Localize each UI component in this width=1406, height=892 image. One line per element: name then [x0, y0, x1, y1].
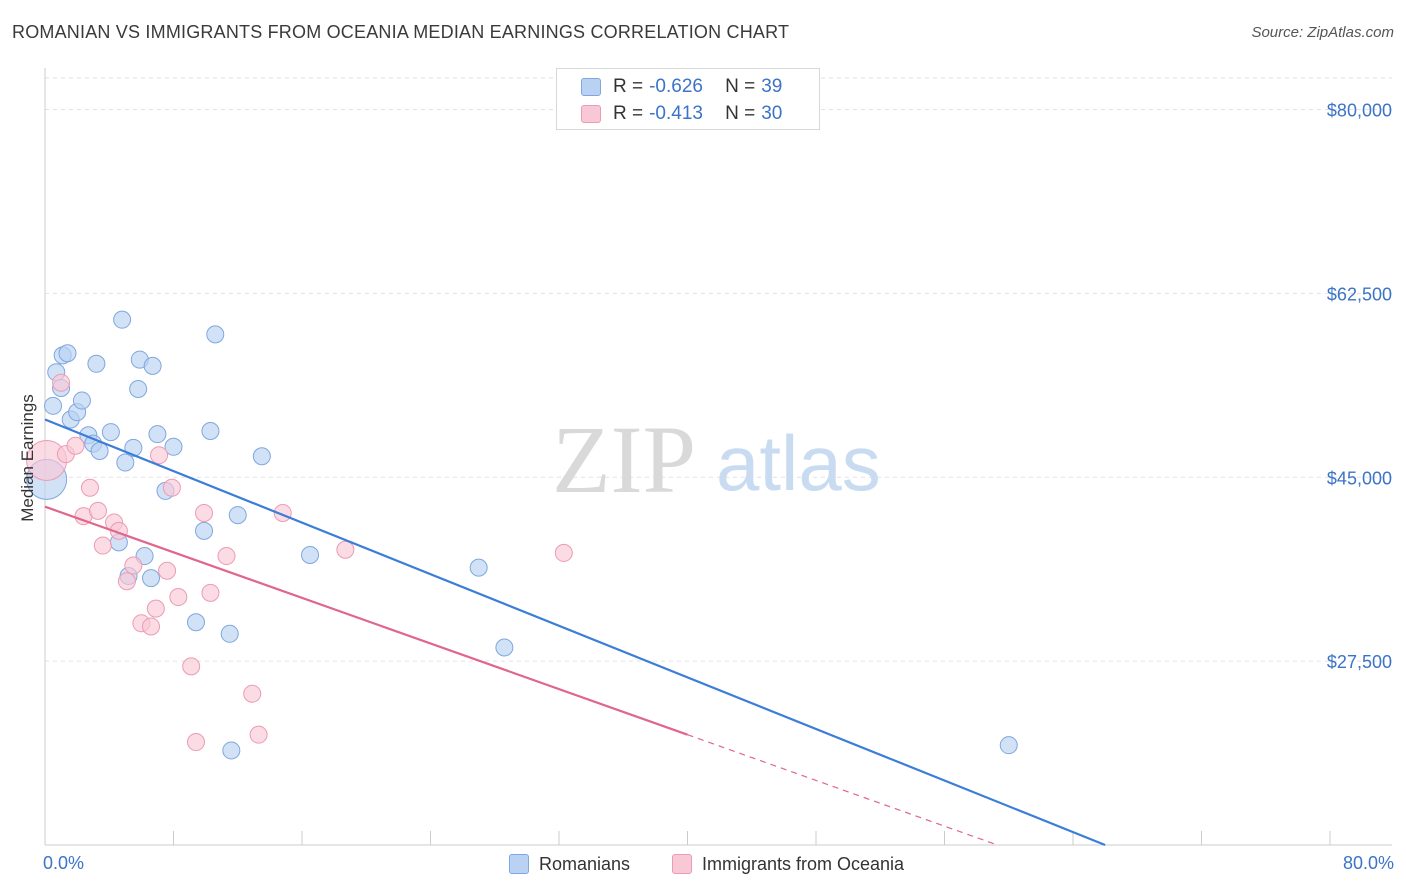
point-oceania	[554, 543, 573, 562]
point-romanians	[201, 422, 220, 441]
axis-labels: $27,500 $45,000 $62,500 $80,000 0.0% 80.0% Med…	[18, 101, 1394, 873]
point-oceania	[201, 583, 220, 602]
point-romanians	[186, 613, 205, 632]
grid-lines	[45, 77, 1392, 662]
stats-swatch-romanians	[581, 78, 601, 96]
point-romanians	[142, 569, 161, 588]
point-oceania	[195, 503, 214, 522]
point-romanians	[206, 325, 225, 344]
r-label: R =	[613, 103, 644, 124]
point-oceania	[182, 657, 201, 676]
trend-line-oceania	[44, 505, 688, 736]
trend-lines	[44, 418, 1106, 847]
legend-label-oceania: Immigrants from Oceania	[702, 853, 905, 874]
legend-swatch-romanians	[509, 854, 529, 874]
point-oceania	[217, 547, 236, 566]
point-romanians	[116, 453, 135, 472]
y-tick-label: $27,500	[1327, 652, 1392, 672]
point-oceania	[93, 536, 112, 555]
point-oceania	[66, 436, 85, 455]
point-romanians	[44, 396, 63, 415]
watermark-zip: ZIP	[552, 406, 696, 513]
point-romanians	[143, 356, 162, 375]
point-romanians	[90, 441, 109, 460]
point-romanians	[164, 437, 183, 456]
point-romanians	[129, 380, 148, 399]
r-label: R =	[613, 76, 644, 97]
point-oceania	[80, 478, 99, 497]
trend-line-oceania-extrapolated	[687, 734, 998, 846]
point-oceania	[336, 540, 355, 559]
point-oceania	[169, 588, 188, 607]
data-points	[26, 310, 1018, 760]
point-oceania	[249, 725, 268, 744]
legend-item-romanians[interactable]: Romanians	[509, 851, 630, 877]
point-romanians	[999, 736, 1018, 755]
point-oceania	[124, 556, 143, 575]
point-romanians	[469, 558, 488, 577]
y-tick-label: $45,000	[1327, 468, 1392, 488]
point-oceania	[142, 617, 161, 636]
stats-row-romanians: R = -0.626 N = 39	[581, 76, 782, 98]
n-label: N =	[725, 76, 756, 97]
point-romanians	[222, 741, 241, 760]
legend-swatch-oceania	[672, 854, 692, 874]
point-romanians	[87, 354, 106, 373]
point-romanians	[195, 521, 214, 540]
point-romanians	[72, 391, 91, 410]
point-oceania	[150, 446, 169, 465]
n-value: 30	[761, 103, 783, 124]
trend-line-romanians	[44, 418, 1106, 847]
point-romanians	[495, 638, 514, 657]
point-romanians	[58, 344, 77, 363]
legend-label-romanians: Romanians	[539, 853, 631, 874]
point-oceania	[243, 684, 262, 703]
n-label: N =	[725, 103, 756, 124]
x-tick-label: 80.0%	[1343, 853, 1394, 873]
n-value: 39	[761, 76, 783, 97]
point-romanians	[252, 447, 271, 466]
r-value: -0.626	[649, 76, 703, 97]
chart-title: ROMANIAN VS IMMIGRANTS FROM OCEANIA MEDI…	[12, 22, 790, 42]
point-oceania	[52, 373, 71, 392]
point-oceania	[146, 599, 165, 618]
legend-item-oceania[interactable]: Immigrants from Oceania	[672, 851, 904, 877]
point-romanians	[228, 506, 247, 525]
point-oceania	[117, 572, 136, 591]
point-oceania	[158, 561, 177, 580]
y-tick-label: $80,000	[1327, 101, 1392, 121]
y-axis-title: Median Earnings	[18, 394, 37, 522]
watermark-atlas: atlas	[716, 419, 881, 507]
point-romanians	[220, 624, 239, 643]
point-romanians	[148, 425, 167, 444]
point-oceania	[89, 501, 108, 520]
r-value: -0.413	[649, 103, 703, 124]
point-romanians	[113, 310, 132, 329]
stats-swatch-oceania	[581, 105, 601, 123]
point-oceania	[186, 733, 205, 752]
y-tick-label: $62,500	[1327, 284, 1392, 304]
point-romanians	[101, 423, 120, 442]
stats-box: R = -0.626 N = 39 R = -0.413 N = 30	[556, 68, 820, 130]
point-romanians	[301, 546, 320, 565]
point-oceania	[162, 478, 181, 497]
x-tick-label: 0.0%	[43, 853, 84, 873]
source-credit: Source: ZipAtlas.com	[1251, 24, 1394, 41]
stats-row-oceania: R = -0.413 N = 30	[581, 103, 782, 125]
